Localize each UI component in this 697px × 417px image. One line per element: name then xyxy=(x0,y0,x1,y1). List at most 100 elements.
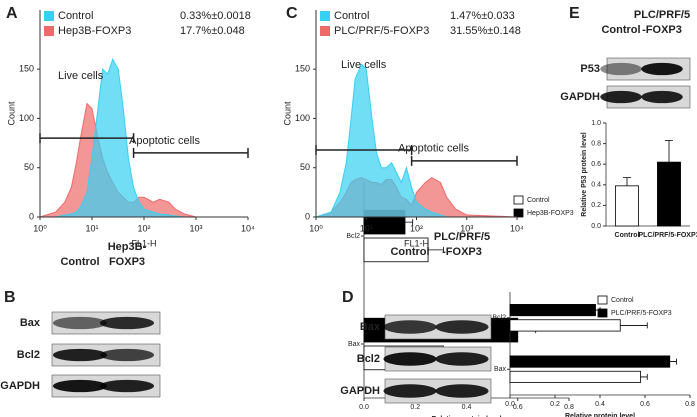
x-tick-label: 10³ xyxy=(189,223,202,233)
legend-label: Control xyxy=(334,10,369,22)
x-tick-label: 10² xyxy=(410,223,423,233)
x-tick-label: 0.2 xyxy=(410,404,420,411)
y-tick-label: 50 xyxy=(300,162,310,172)
panel-letter: C xyxy=(286,5,298,22)
blot-band xyxy=(600,90,642,104)
series-line xyxy=(40,58,248,218)
y-tick-label: 100 xyxy=(295,113,310,123)
lane-label: -FOXP3 xyxy=(442,246,482,258)
blot-band xyxy=(383,320,437,334)
x-tick-label: 0.8 xyxy=(685,401,695,408)
series-line xyxy=(315,63,517,218)
y-tick-label: Bcl2 xyxy=(492,315,506,322)
legend-swatch xyxy=(513,208,524,218)
blot-band xyxy=(53,316,107,330)
lane-label: Hep3B- xyxy=(108,241,147,253)
error-bar xyxy=(623,177,631,186)
panel-letter: B xyxy=(4,289,16,306)
legend-label: Hep3B-FOXP3 xyxy=(58,25,131,37)
gate-label: Apoptotic cells xyxy=(129,135,200,147)
error-bar xyxy=(640,373,648,380)
legend-label: PLC/PRF/5-FOXP3 xyxy=(611,310,672,317)
x-tick-label: 0.4 xyxy=(595,401,605,408)
error-bar xyxy=(405,219,414,226)
x-tick-label: 10³ xyxy=(460,223,473,233)
y-tick-label: 150 xyxy=(295,64,310,74)
blot-band xyxy=(100,348,154,362)
blot-band xyxy=(53,379,107,393)
legend-swatch xyxy=(320,26,330,36)
x-tick-label: 10⁰ xyxy=(309,223,323,233)
error-bar xyxy=(620,322,648,329)
y-tick-label: 50 xyxy=(24,162,34,172)
y-axis-label: Relative P53 protein level xyxy=(581,132,588,216)
y-tick-label: 100 xyxy=(19,113,34,123)
y-tick-label: 150 xyxy=(19,64,34,74)
y-tick-label: Bax xyxy=(494,366,507,373)
error-bar xyxy=(665,140,673,163)
area-fill xyxy=(40,59,248,218)
blot-row-label: Bax xyxy=(360,321,381,333)
y-tick-label: Bax xyxy=(348,341,361,348)
y-tick-label: Bcl2 xyxy=(346,233,360,240)
x-tick-label: 0.2 xyxy=(550,401,560,408)
y-tick-label: 0 xyxy=(29,211,34,221)
x-tick-label: 0.6 xyxy=(640,401,650,408)
blot-band xyxy=(100,379,154,393)
blot-band xyxy=(435,384,489,398)
error-bar xyxy=(669,358,677,365)
y-axis-label: Count xyxy=(6,101,16,126)
bar xyxy=(615,185,639,227)
legend-swatch xyxy=(597,308,608,318)
legend-swatch xyxy=(44,26,54,36)
legend-swatch xyxy=(320,11,330,21)
legend-swatch xyxy=(513,195,524,205)
legend-stat: 17.7%±0.048 xyxy=(180,25,245,37)
legend-label: Control xyxy=(527,197,550,204)
lane-label: PLC/PRF/5 xyxy=(634,9,690,21)
legend-label: Control xyxy=(58,10,93,22)
y-tick-label: 1.0 xyxy=(591,120,601,127)
blot-row-label: Bax xyxy=(20,317,41,329)
legend-stat: 1.47%±0.033 xyxy=(450,10,515,22)
x-tick-label: 10² xyxy=(137,223,150,233)
bar xyxy=(509,355,671,368)
error-bar xyxy=(428,246,444,253)
lane-label: PLC/PRF/5 xyxy=(434,231,490,243)
lane-label: Control xyxy=(601,24,640,36)
blot-band xyxy=(53,348,107,362)
blot-row-label: Bcl2 xyxy=(17,349,40,361)
bar xyxy=(657,161,681,227)
bar xyxy=(509,370,641,383)
x-tick-label: Control xyxy=(615,232,640,239)
legend-swatch xyxy=(44,11,54,21)
x-tick-label: 10¹ xyxy=(85,223,98,233)
y-tick-label: 0.4 xyxy=(591,182,601,189)
legend-swatch xyxy=(597,295,608,305)
lane-label: Control xyxy=(390,246,429,258)
blot-row-label: P53 xyxy=(580,63,600,75)
x-tick-label: 0.4 xyxy=(462,404,472,411)
blot-band xyxy=(435,352,489,366)
y-tick-label: 0.0 xyxy=(591,223,601,230)
y-tick-label: 0.2 xyxy=(591,202,601,209)
blot-band xyxy=(383,352,437,366)
legend-stat: 0.33%±0.0018 xyxy=(180,10,251,22)
gate-label: Live cells xyxy=(341,59,387,71)
legend-label: PLC/PRF/5-FOXP3 xyxy=(334,25,429,37)
area-fill xyxy=(40,103,248,217)
lane-label: -FOXP3 xyxy=(642,24,682,36)
x-axis-label: Relative protein level xyxy=(565,413,635,417)
panel-letter: A xyxy=(6,5,18,22)
blot-row-label: GAPDH xyxy=(0,380,40,392)
blot-band xyxy=(435,320,489,334)
legend-stat: 31.55%±0.148 xyxy=(450,25,521,37)
legend-label: Control xyxy=(611,297,634,304)
panel-letter: E xyxy=(569,5,580,22)
x-tick-label: 0.0 xyxy=(505,401,515,408)
x-tick-label: 10¹ xyxy=(360,223,373,233)
area-fill xyxy=(316,64,517,217)
legend-label: Hep3B-FOXP3 xyxy=(527,210,574,217)
